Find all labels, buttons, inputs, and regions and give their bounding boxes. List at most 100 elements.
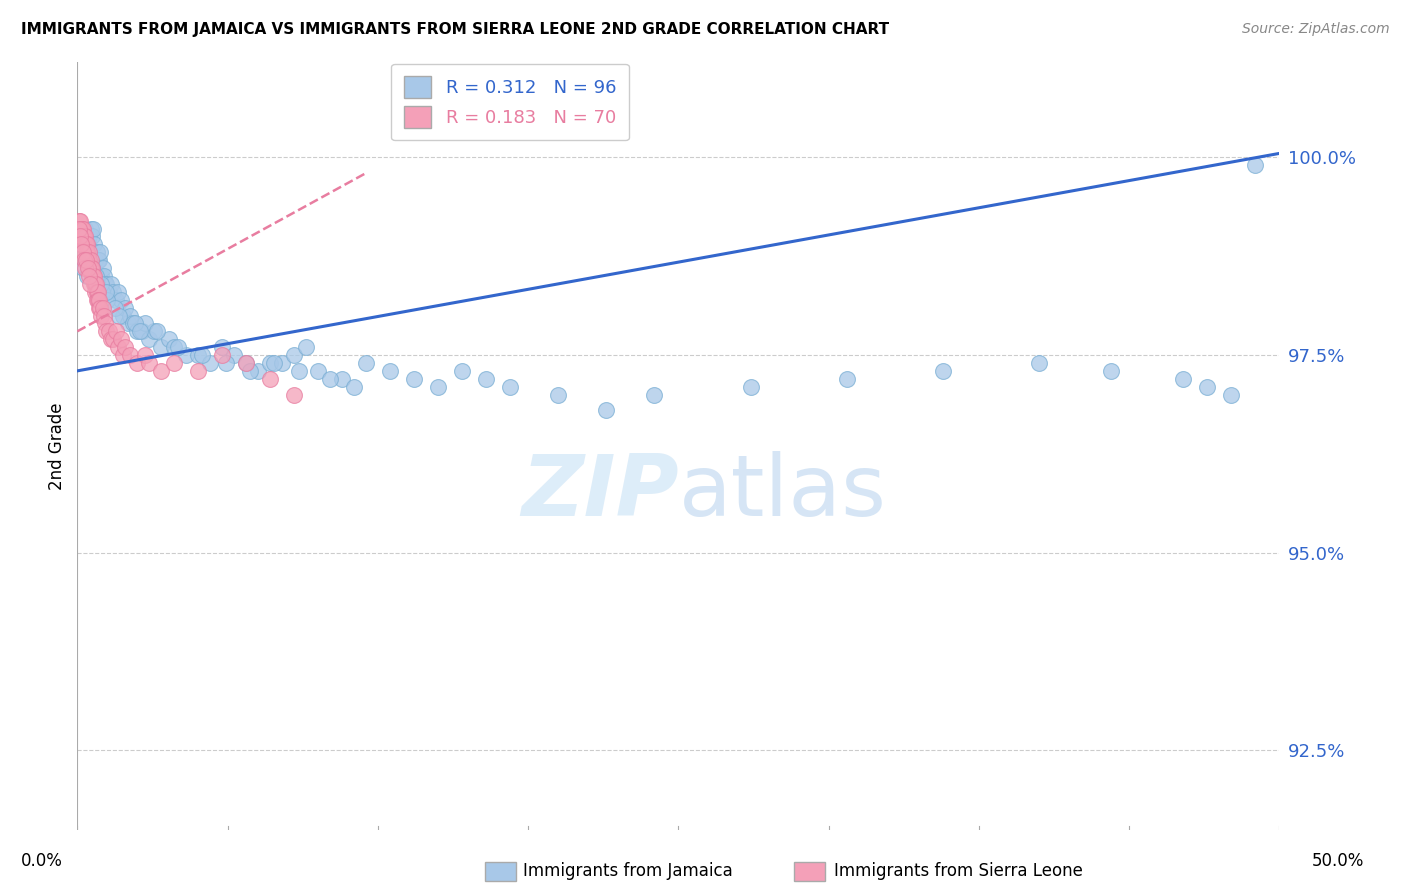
Point	[77, 268, 100, 283]
Point	[86, 277, 108, 291]
Point	[80, 261, 103, 276]
Point	[191, 348, 214, 362]
Point	[83, 277, 105, 291]
Y-axis label: 2nd Grade: 2nd Grade	[48, 402, 66, 490]
Point	[84, 268, 107, 283]
Point	[354, 356, 377, 370]
Point	[70, 229, 93, 244]
Text: atlas: atlas	[679, 450, 886, 533]
Point	[70, 237, 93, 252]
Point	[162, 340, 184, 354]
Point	[343, 380, 366, 394]
Point	[145, 324, 167, 338]
Point	[70, 221, 93, 235]
Point	[75, 245, 97, 260]
Point	[150, 364, 173, 378]
Point	[96, 293, 118, 307]
Point	[427, 380, 450, 394]
Point	[108, 309, 131, 323]
Point	[87, 253, 110, 268]
Point	[67, 213, 90, 227]
Point	[134, 348, 156, 362]
Point	[283, 387, 305, 401]
Point	[162, 356, 184, 370]
Point	[117, 317, 139, 331]
Point	[127, 356, 149, 370]
Point	[259, 372, 281, 386]
Point	[835, 372, 858, 386]
Point	[90, 285, 112, 299]
Point	[70, 237, 93, 252]
Point	[93, 309, 115, 323]
Point	[97, 285, 120, 299]
Point	[79, 261, 101, 276]
Point	[103, 285, 125, 299]
Point	[283, 348, 305, 362]
Point	[215, 356, 238, 370]
Point	[96, 324, 118, 338]
Point	[76, 261, 98, 276]
Point	[76, 268, 98, 283]
Point	[87, 301, 110, 315]
Point	[235, 356, 257, 370]
Point	[104, 293, 127, 307]
Point	[72, 229, 94, 244]
Point	[82, 261, 104, 276]
Point	[475, 372, 498, 386]
Point	[103, 332, 125, 346]
Text: 0.0%: 0.0%	[21, 852, 63, 870]
Point	[69, 229, 91, 244]
Point	[120, 309, 142, 323]
Text: Source: ZipAtlas.com: Source: ZipAtlas.com	[1241, 22, 1389, 37]
Point	[740, 380, 762, 394]
Point	[100, 332, 122, 346]
Point	[82, 268, 104, 283]
Point	[134, 317, 156, 331]
Point	[91, 261, 114, 276]
Point	[110, 293, 132, 307]
Point	[73, 229, 96, 244]
Point	[1028, 356, 1050, 370]
Point	[72, 245, 94, 260]
Point	[84, 285, 107, 299]
Point	[294, 340, 316, 354]
Point	[77, 253, 100, 268]
Point	[643, 387, 665, 401]
Point	[83, 237, 105, 252]
Point	[72, 221, 94, 235]
Point	[70, 229, 93, 244]
Point	[69, 213, 91, 227]
Point	[287, 364, 309, 378]
Point	[79, 277, 101, 291]
Point	[91, 301, 114, 315]
Point	[87, 293, 110, 307]
Point	[121, 317, 143, 331]
Point	[86, 285, 108, 299]
Point	[114, 340, 136, 354]
Point	[94, 285, 117, 299]
Point	[1173, 372, 1195, 386]
Point	[80, 229, 103, 244]
Text: Immigrants from Jamaica: Immigrants from Jamaica	[523, 863, 733, 880]
Point	[76, 245, 98, 260]
Point	[75, 253, 97, 268]
Point	[211, 348, 233, 362]
Point	[127, 324, 149, 338]
Point	[107, 340, 129, 354]
Text: Immigrants from Sierra Leone: Immigrants from Sierra Leone	[834, 863, 1083, 880]
Point	[330, 372, 353, 386]
Point	[76, 237, 98, 252]
Point	[451, 364, 474, 378]
Point	[84, 253, 107, 268]
Point	[77, 237, 100, 252]
Point	[97, 324, 120, 338]
Point	[69, 221, 91, 235]
Point	[246, 364, 269, 378]
Point	[595, 403, 617, 417]
Point	[1099, 364, 1122, 378]
Point	[90, 309, 112, 323]
Point	[143, 324, 166, 338]
Point	[79, 229, 101, 244]
Point	[120, 348, 142, 362]
Point	[94, 277, 117, 291]
